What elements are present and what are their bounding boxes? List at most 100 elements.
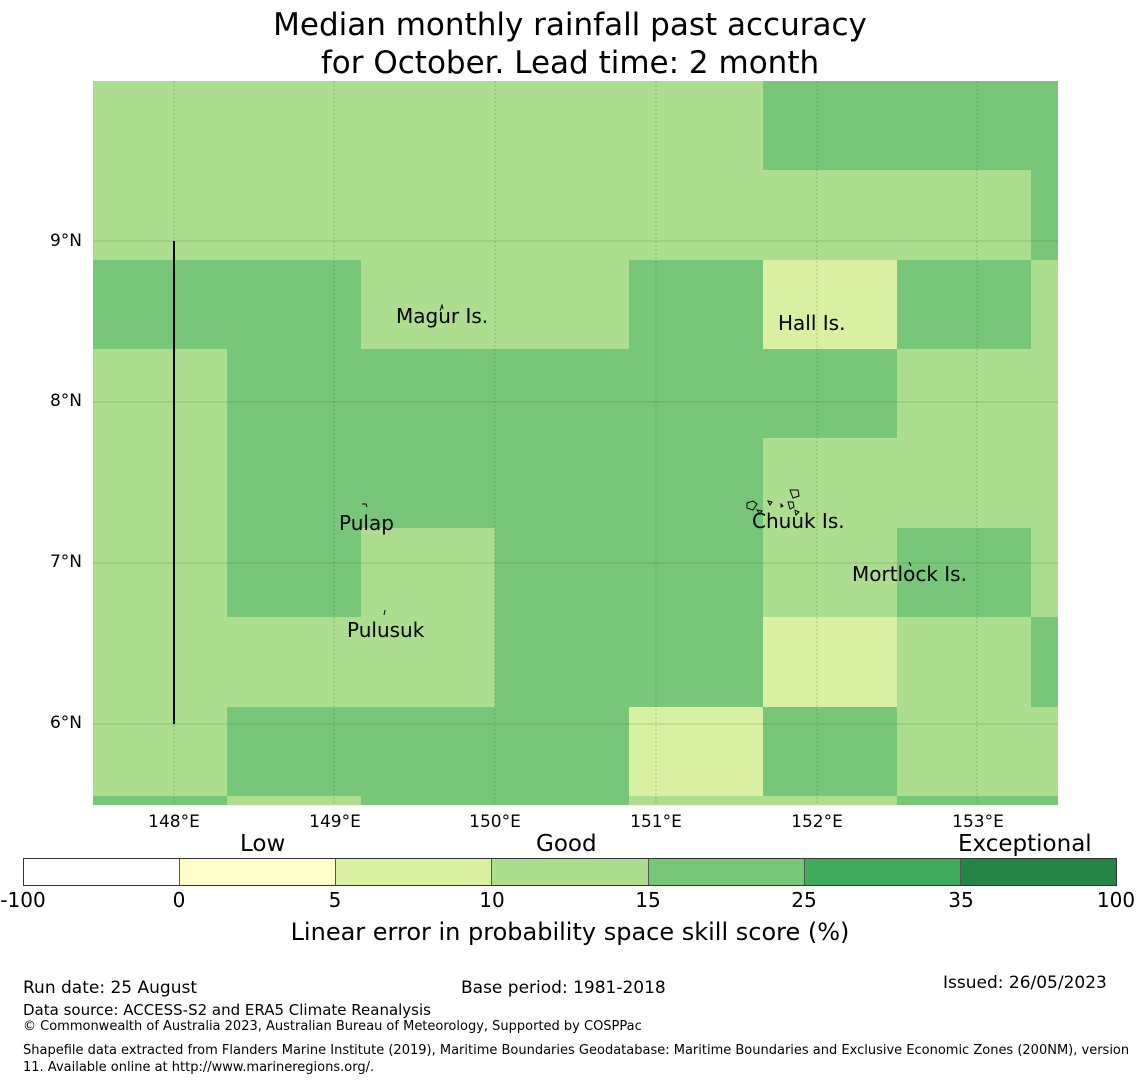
shapefile-credit: Shapefile data extracted from Flanders M… xyxy=(23,1043,1130,1075)
issued-date: Issued: 26/05/2023 xyxy=(943,973,1107,993)
pulap-island-shape xyxy=(362,503,368,508)
place-label-magur: Magur Is. xyxy=(396,304,489,328)
skill-grid-cell xyxy=(897,796,1031,805)
skill-grid-cell xyxy=(361,796,495,805)
skill-grid-cell xyxy=(93,617,227,707)
skill-grid-cell xyxy=(227,81,361,170)
skill-grid-cell xyxy=(1031,81,1058,170)
skill-grid-cell xyxy=(495,170,629,260)
skill-grid-cell xyxy=(629,617,763,707)
skill-grid-cell xyxy=(763,796,897,805)
chart-title-line2: for October. Lead time: 2 month xyxy=(320,45,820,81)
skill-grid-cell xyxy=(361,349,495,438)
colorbar-segment xyxy=(24,859,181,885)
skill-grid-cell xyxy=(93,349,227,438)
colorbar-segment xyxy=(648,859,805,885)
skill-grid-cell xyxy=(1031,438,1058,528)
skill-grid-cell xyxy=(495,528,629,617)
skill-grid-cell xyxy=(1031,349,1058,438)
map-gridlines xyxy=(93,81,1058,805)
colorbar-segment xyxy=(960,859,1116,885)
skill-grid-cell xyxy=(227,260,361,349)
place-label-mortlock: Mortlock Is. xyxy=(852,562,967,586)
skill-grid-cell xyxy=(227,707,361,796)
lon-label-150e: 150°E xyxy=(469,812,521,832)
lon-label-153e: 153°E xyxy=(952,812,1004,832)
skill-grid-cell xyxy=(93,528,227,617)
skill-grid-cell xyxy=(495,617,629,707)
skill-grid-cell xyxy=(495,349,629,438)
skill-grid-cell xyxy=(897,260,1031,349)
skill-grid-cell xyxy=(1031,170,1058,260)
legend-category-low: Low xyxy=(240,831,286,857)
colorbar-segment xyxy=(804,859,961,885)
skill-grid-cell xyxy=(495,796,629,805)
skill-grid-cell xyxy=(227,528,361,617)
skill-grid-cell xyxy=(227,349,361,438)
skill-grid-cell xyxy=(227,617,361,707)
colorbar-tick: 35 xyxy=(948,888,974,912)
skill-grid-cell xyxy=(897,617,1031,707)
copyright-notice: © Commonwealth of Australia 2023, Austra… xyxy=(23,1019,642,1034)
skill-grid-cell xyxy=(227,170,361,260)
skill-grid-cell xyxy=(93,170,227,260)
skill-grid-cell xyxy=(361,528,495,617)
skill-grid-cell xyxy=(1031,260,1058,349)
skill-grid-cell xyxy=(361,707,495,796)
mortlock-island-shape xyxy=(908,561,912,567)
skill-grid-cell xyxy=(763,707,897,796)
chuuk-island-shape xyxy=(767,500,773,506)
skill-grid-cell xyxy=(629,796,763,805)
rainfall-skill-map xyxy=(93,81,1058,805)
skill-grid-cell xyxy=(495,707,629,796)
skill-grid-cell xyxy=(495,260,629,349)
colorbar-segment xyxy=(336,859,493,885)
lon-label-152e: 152°E xyxy=(791,812,843,832)
skill-grid-cell xyxy=(897,707,1031,796)
skill-grid-cell xyxy=(763,260,897,349)
skill-grid-cell xyxy=(897,528,1031,617)
data-source: Data source: ACCESS-S2 and ERA5 Climate … xyxy=(23,1001,431,1019)
lon-label-149e: 149°E xyxy=(309,812,361,832)
colorbar-tick: 10 xyxy=(479,888,505,912)
skill-grid-cell xyxy=(361,81,495,170)
skill-grid-cell xyxy=(763,528,897,617)
skill-grid-cell xyxy=(93,438,227,528)
skill-grid-cell xyxy=(629,438,763,528)
skill-grid-cell xyxy=(361,617,495,707)
skill-grid-cell xyxy=(1031,528,1058,617)
skill-grid-cell xyxy=(897,438,1031,528)
chuuk-island-shape xyxy=(787,501,795,510)
skill-grid-cell xyxy=(763,438,897,528)
place-label-hall: Hall Is. xyxy=(778,311,846,335)
skill-grid-cell xyxy=(897,349,1031,438)
skill-grid-cell xyxy=(227,438,361,528)
legend-category-good: Good xyxy=(536,831,597,857)
island-outlines xyxy=(362,303,912,616)
chuuk-island-shape xyxy=(794,509,800,517)
colorbar-tick: 25 xyxy=(791,888,817,912)
skill-grid-cell xyxy=(763,81,897,170)
place-label-pulap: Pulap xyxy=(339,511,394,535)
skill-grid-cell xyxy=(93,81,227,170)
run-date: Run date: 25 August xyxy=(23,978,197,998)
chart-title-line1: Median monthly rainfall past accuracy xyxy=(273,7,867,43)
skill-grid-cell xyxy=(629,170,763,260)
colorbar-tick: -100 xyxy=(0,888,46,912)
skill-grid-cell xyxy=(629,260,763,349)
skill-grid-cell xyxy=(1031,617,1058,707)
skill-grid-cell xyxy=(897,81,1031,170)
skill-grid-cell xyxy=(629,349,763,438)
place-label-chuuk: Chuuk Is. xyxy=(752,509,845,533)
magur-island-shape xyxy=(439,303,444,312)
skill-grid-cell xyxy=(495,438,629,528)
chuuk-island-shape xyxy=(746,500,758,511)
lon-label-151e: 151°E xyxy=(630,812,682,832)
chuuk-island-shape xyxy=(789,489,800,499)
skill-grid-cell xyxy=(629,707,763,796)
skill-grid-cell xyxy=(1031,796,1058,805)
colorbar-tick: 100 xyxy=(1096,888,1136,912)
place-label-pulusuk: Pulusuk xyxy=(347,618,425,642)
skill-grid-cell xyxy=(897,170,1031,260)
base-period: Base period: 1981-2018 xyxy=(461,978,666,998)
